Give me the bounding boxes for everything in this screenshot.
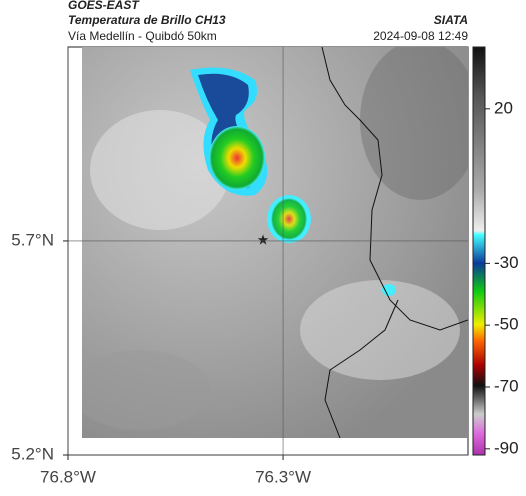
colorbar-label: -50 [494,315,519,334]
colorbar-label: -30 [494,253,519,272]
satellite-image [82,47,468,438]
colorbar-label: 20 [494,98,513,117]
agency: SIATA [434,13,468,27]
y-tick-label: 5.2°N [11,444,54,463]
colorbar-label: -70 [494,376,519,395]
colorbar [472,46,486,456]
x-tick-label: 76.3°W [255,467,311,486]
source: GOES-EAST [68,0,140,12]
x-tick-label: 76.8°W [40,467,96,486]
colorbar-label: -90 [494,438,519,457]
route: Vía Medellín - Quibdó 50km [68,29,217,43]
timestamp: 2024-09-08 12:49 [373,29,468,43]
location-marker: ★ [257,232,270,248]
y-tick-label: 5.7°N [11,230,54,249]
title: Temperatura de Brillo CH13 [68,13,226,27]
